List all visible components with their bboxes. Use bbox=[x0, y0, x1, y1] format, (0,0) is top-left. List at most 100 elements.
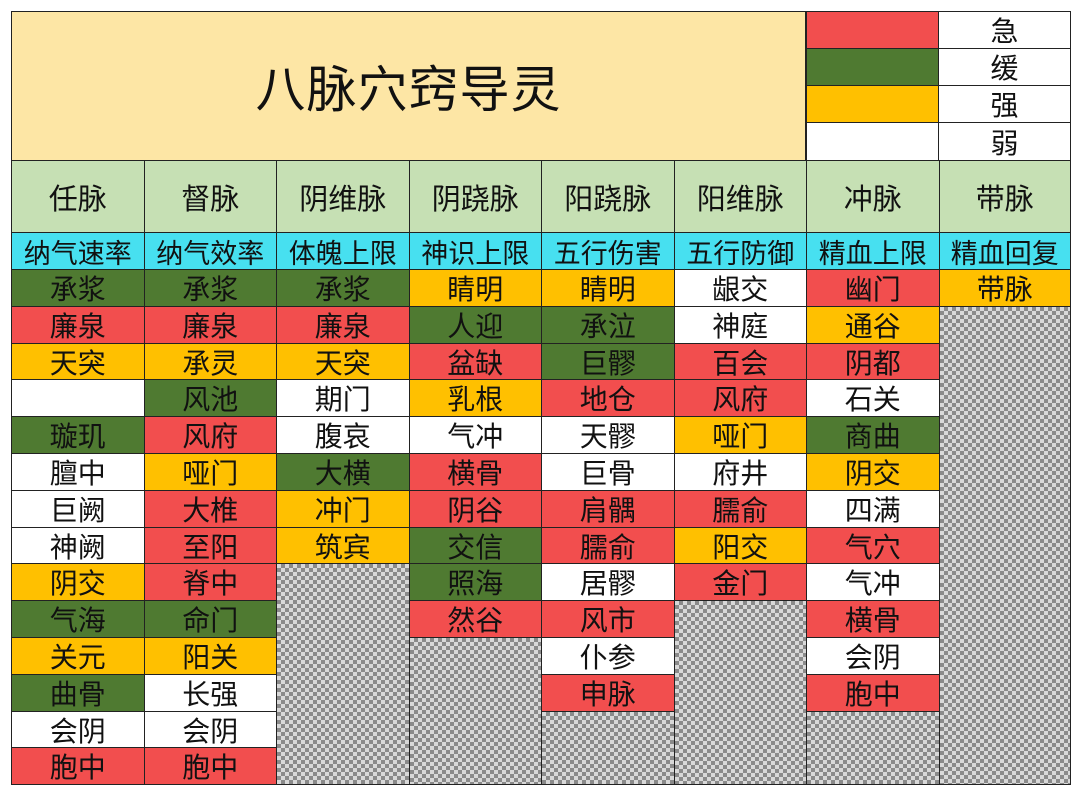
acupoint-cell: 睛明 bbox=[409, 270, 541, 307]
acupoint-cell: 璇玑 bbox=[12, 417, 144, 454]
legend-swatch bbox=[807, 86, 939, 122]
acupoint-cell: 横骨 bbox=[409, 454, 541, 491]
acupoint-list: 龈交 神庭 百会 风府 哑门 府井 臑俞 阳交 金门 bbox=[674, 270, 806, 785]
acupoint-cell: 人迎 bbox=[409, 306, 541, 344]
acupoint-cell: 肩髃 bbox=[542, 490, 674, 528]
acupoint-cell: 阴交 bbox=[12, 564, 144, 602]
column-bottom-border bbox=[144, 783, 276, 785]
attribute-header: 精血上限 bbox=[807, 233, 939, 270]
acupoint-cell: 金门 bbox=[674, 564, 806, 602]
acupoint-cell: 然谷 bbox=[409, 601, 541, 638]
acupoint-list: 承浆 廉泉 天突 期门 腹哀 大横 冲门 筑宾 bbox=[277, 270, 409, 785]
legend-swatch bbox=[807, 123, 939, 160]
attribute-header: 体魄上限 bbox=[277, 233, 409, 270]
acupoint-cell: 地仓 bbox=[542, 380, 674, 418]
acupoint-cell: 命门 bbox=[144, 601, 276, 638]
acupoint-cell: 商曲 bbox=[807, 417, 939, 454]
acupoint-cell: 天突 bbox=[277, 343, 409, 381]
acupoint-cell: 胞中 bbox=[807, 674, 939, 712]
acupoint-cell: 四满 bbox=[807, 490, 939, 528]
attribute-header: 五行防御 bbox=[674, 233, 806, 270]
column-bottom-border bbox=[409, 783, 541, 785]
acupoint-cell: 照海 bbox=[409, 564, 541, 602]
acupoint-cell: 龈交 bbox=[674, 270, 806, 307]
acupoint-cell: 会阴 bbox=[807, 638, 939, 675]
acupoint-cell: 阴谷 bbox=[409, 490, 541, 528]
acupoint-cell: 廉泉 bbox=[144, 306, 276, 344]
acupoint-cell: 巨骨 bbox=[542, 454, 674, 491]
meridian-header: 阳跷脉 bbox=[542, 161, 674, 233]
acupoint-cell: 巨阙 bbox=[12, 490, 144, 528]
attribute-header: 纳气速率 bbox=[12, 233, 144, 270]
acupoint-list: 承浆 廉泉 天突 璇玑 膻中 巨阙 神阙 阴交 气海 关元 曲骨 会阴 胞中 bbox=[12, 270, 144, 786]
meridian-header: 带脉 bbox=[939, 161, 1070, 233]
acupoint-cell: 哑门 bbox=[144, 454, 276, 491]
meridian-column: 阳维脉 五行防御 龈交 神庭 百会 风府 哑门 府井 臑俞 阳交 金门 bbox=[673, 161, 806, 785]
legend-swatch bbox=[807, 12, 939, 48]
acupoint-list: 承浆 廉泉 承灵 风池 风府 哑门 大椎 至阳 脊中 命门 阳关 长强 会阴 胞中 bbox=[144, 270, 276, 786]
acupoint-cell: 脊中 bbox=[144, 564, 276, 602]
page-title: 八脉穴窍导灵 bbox=[11, 11, 806, 161]
acupoint-cell: 阴都 bbox=[807, 343, 939, 381]
legend-label: 急 bbox=[990, 15, 1019, 48]
acupoint-cell: 申脉 bbox=[542, 674, 674, 712]
acupoint-cell: 承浆 bbox=[12, 270, 144, 307]
acupoint-list: 带脉 bbox=[939, 270, 1070, 785]
acupoint-cell: 胞中 bbox=[144, 748, 276, 786]
acupoint-list: 睛明 承泣 巨髎 地仓 天髎 巨骨 肩髃 臑俞 居髎 风市 仆参 申脉 bbox=[542, 270, 674, 785]
acupoint-cell: 廉泉 bbox=[277, 306, 409, 344]
legend-label: 强 bbox=[990, 89, 1019, 122]
acupoint-cell: 府井 bbox=[674, 454, 806, 491]
legend-row: 缓 bbox=[807, 49, 1070, 86]
acupoint-cell: 交信 bbox=[409, 527, 541, 565]
acupoint-cell: 睛明 bbox=[542, 270, 674, 307]
acupoint-cell: 石关 bbox=[807, 380, 939, 418]
meridian-column: 督脉 纳气效率 承浆 廉泉 承灵 风池 风府 哑门 大椎 至阳 脊中 命门 阳关 长强 会阴 胞中 bbox=[143, 161, 276, 786]
acupoint-cell: 筑宾 bbox=[277, 527, 409, 565]
column-bottom-border bbox=[674, 783, 806, 785]
acupoint-cell: 承灵 bbox=[144, 343, 276, 381]
legend-row: 强 bbox=[807, 86, 1070, 123]
acupoint-cell: 百会 bbox=[674, 343, 806, 381]
legend-swatch bbox=[807, 49, 939, 85]
legend-label: 缓 bbox=[990, 52, 1019, 85]
acupoint-cell: 阳关 bbox=[144, 638, 276, 675]
acupoint-cell: 风市 bbox=[542, 601, 674, 638]
attribute-header: 精血回复 bbox=[939, 233, 1070, 270]
acupoint-cell: 曲骨 bbox=[12, 674, 144, 712]
acupoint-cell: 神庭 bbox=[674, 306, 806, 344]
acupoint-cell: 风府 bbox=[674, 380, 806, 418]
acupoint-cell: 胞中 bbox=[12, 748, 144, 786]
empty-area bbox=[409, 638, 541, 785]
acupoint-cell: 巨髎 bbox=[542, 343, 674, 381]
acupoint-cell: 横骨 bbox=[807, 601, 939, 638]
empty-area bbox=[674, 601, 806, 785]
acupoint-cell: 风池 bbox=[144, 380, 276, 418]
column-bottom-border bbox=[939, 783, 1070, 785]
meridian-grid: 任脉 纳气速率 承浆 廉泉 天突 璇玑 膻中 巨阙 神阙 阴交 气海 关元 曲骨 会阴 胞中 督脉 纳气效率 承浆… bbox=[11, 161, 1071, 786]
acupoint-cell: 长强 bbox=[144, 674, 276, 712]
acupoint-cell: 气穴 bbox=[807, 527, 939, 565]
acupoint-cell: 气海 bbox=[12, 601, 144, 638]
attribute-header: 五行伤害 bbox=[542, 233, 674, 270]
acupoint-cell: 承泣 bbox=[542, 306, 674, 344]
meridian-column: 带脉 精血回复 带脉 bbox=[938, 161, 1071, 785]
acupoint-cell: 风府 bbox=[144, 417, 276, 454]
acupoint-cell: 阴交 bbox=[807, 454, 939, 491]
meridian-header: 冲脉 bbox=[807, 161, 939, 233]
acupoint-cell: 关元 bbox=[12, 638, 144, 675]
column-bottom-border bbox=[542, 783, 674, 785]
acupoint-cell: 臑俞 bbox=[542, 527, 674, 565]
acupoint-cell: 带脉 bbox=[939, 270, 1070, 307]
meridian-column: 阳跷脉 五行伤害 睛明 承泣 巨髎 地仓 天髎 巨骨 肩髃 臑俞 居髎 风市 仆参 申脉 bbox=[541, 161, 674, 785]
empty-area bbox=[277, 564, 409, 785]
acupoint-cell: 腹哀 bbox=[277, 417, 409, 454]
acupoint-cell: 承浆 bbox=[277, 270, 409, 307]
meridian-table: 八脉穴窍导灵 急缓强弱 任脉 纳气速率 承浆 廉泉 天突 璇玑 膻中 巨阙 神阙 阴交 气海 关元 曲骨… bbox=[11, 11, 1071, 786]
meridian-column: 阴维脉 体魄上限 承浆 廉泉 天突 期门 腹哀 大横 冲门 筑宾 bbox=[276, 161, 409, 785]
empty-area bbox=[807, 711, 939, 785]
acupoint-cell: 天突 bbox=[12, 343, 144, 381]
attribute-header: 纳气效率 bbox=[144, 233, 276, 270]
column-bottom-border bbox=[807, 783, 939, 785]
meridian-header: 督脉 bbox=[144, 161, 276, 233]
